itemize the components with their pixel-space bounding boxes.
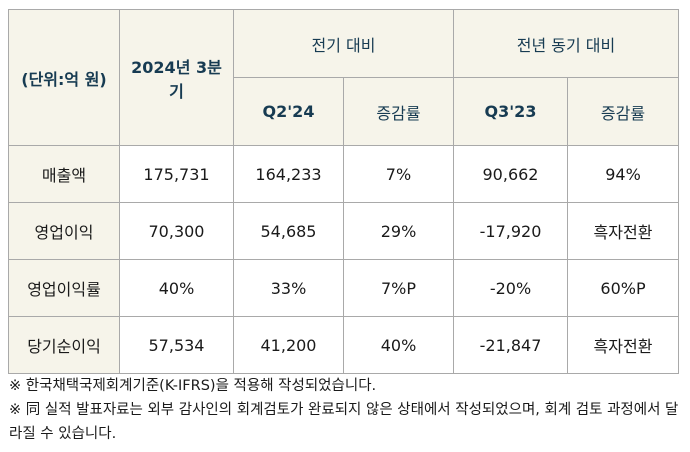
- footnote: ※ 한국채택국제회계기준(K-IFRS)을 적용해 작성되었습니다.: [9, 378, 377, 394]
- table-row: 영업이익률 40% 33% 7%P -20% 60%P: [8, 259, 679, 317]
- cell-q3-rate: 흑자전환: [567, 202, 679, 260]
- cell-q3: -20%: [453, 259, 568, 317]
- row-label: 영업이익: [8, 202, 120, 260]
- yoy-group-header: 전년 동기 대비: [453, 9, 679, 78]
- cell-q3-rate: 흑자전환: [567, 316, 679, 374]
- col-q3-header: Q3'23: [453, 77, 568, 146]
- col-q3-rate-header: 증감률: [567, 77, 679, 146]
- row-label: 영업이익률: [8, 259, 120, 317]
- cell-q2: 54,685: [233, 202, 344, 260]
- footnotes: ※ 한국채택국제회계기준(K-IFRS)을 적용해 작성되었습니다. ※ 同 실…: [9, 374, 685, 446]
- cell-q3: 90,662: [453, 145, 568, 203]
- cell-q2-rate: 7%P: [343, 259, 454, 317]
- qoq-group-header: 전기 대비: [233, 9, 454, 78]
- table-header-row: (단위:억 원) 2024년 3분기 전기 대비 전년 동기 대비: [8, 9, 679, 146]
- col-q2-rate-header: 증감률: [343, 77, 454, 146]
- table-row: 영업이익 70,300 54,685 29% -17,920 흑자전환: [8, 202, 679, 260]
- earnings-table: (단위:억 원) 2024년 3분기 전기 대비 전년 동기 대비 Q2'24 …: [8, 9, 679, 374]
- cell-q2-rate: 29%: [343, 202, 454, 260]
- cell-q3-rate: 60%P: [567, 259, 679, 317]
- cell-q2: 164,233: [233, 145, 344, 203]
- cell-current: 40%: [119, 259, 234, 317]
- table-row: 당기순이익 57,534 41,200 40% -21,847 흑자전환: [8, 316, 679, 374]
- cell-q3-rate: 94%: [567, 145, 679, 203]
- cell-current: 70,300: [119, 202, 234, 260]
- cell-current: 57,534: [119, 316, 234, 374]
- table-subheader-row: Q2'24 증감률 Q3'23 증감률: [9, 77, 679, 146]
- cell-current: 175,731: [119, 145, 234, 203]
- row-label: 매출액: [8, 145, 120, 203]
- current-period-header: 2024년 3분기: [119, 9, 234, 146]
- cell-q3: -21,847: [453, 316, 568, 374]
- cell-q2-rate: 7%: [343, 145, 454, 203]
- row-label: 당기순이익: [8, 316, 120, 374]
- footnote: ※ 同 실적 발표자료는 외부 감사인의 회계검토가 완료되지 않은 상태에서 …: [9, 402, 679, 442]
- cell-q2-rate: 40%: [343, 316, 454, 374]
- cell-q2: 33%: [233, 259, 344, 317]
- col-q2-header: Q2'24: [233, 77, 344, 146]
- table-row: 매출액 175,731 164,233 7% 90,662 94%: [8, 145, 679, 203]
- cell-q3: -17,920: [453, 202, 568, 260]
- unit-label: (단위:억 원): [8, 9, 120, 146]
- cell-q2: 41,200: [233, 316, 344, 374]
